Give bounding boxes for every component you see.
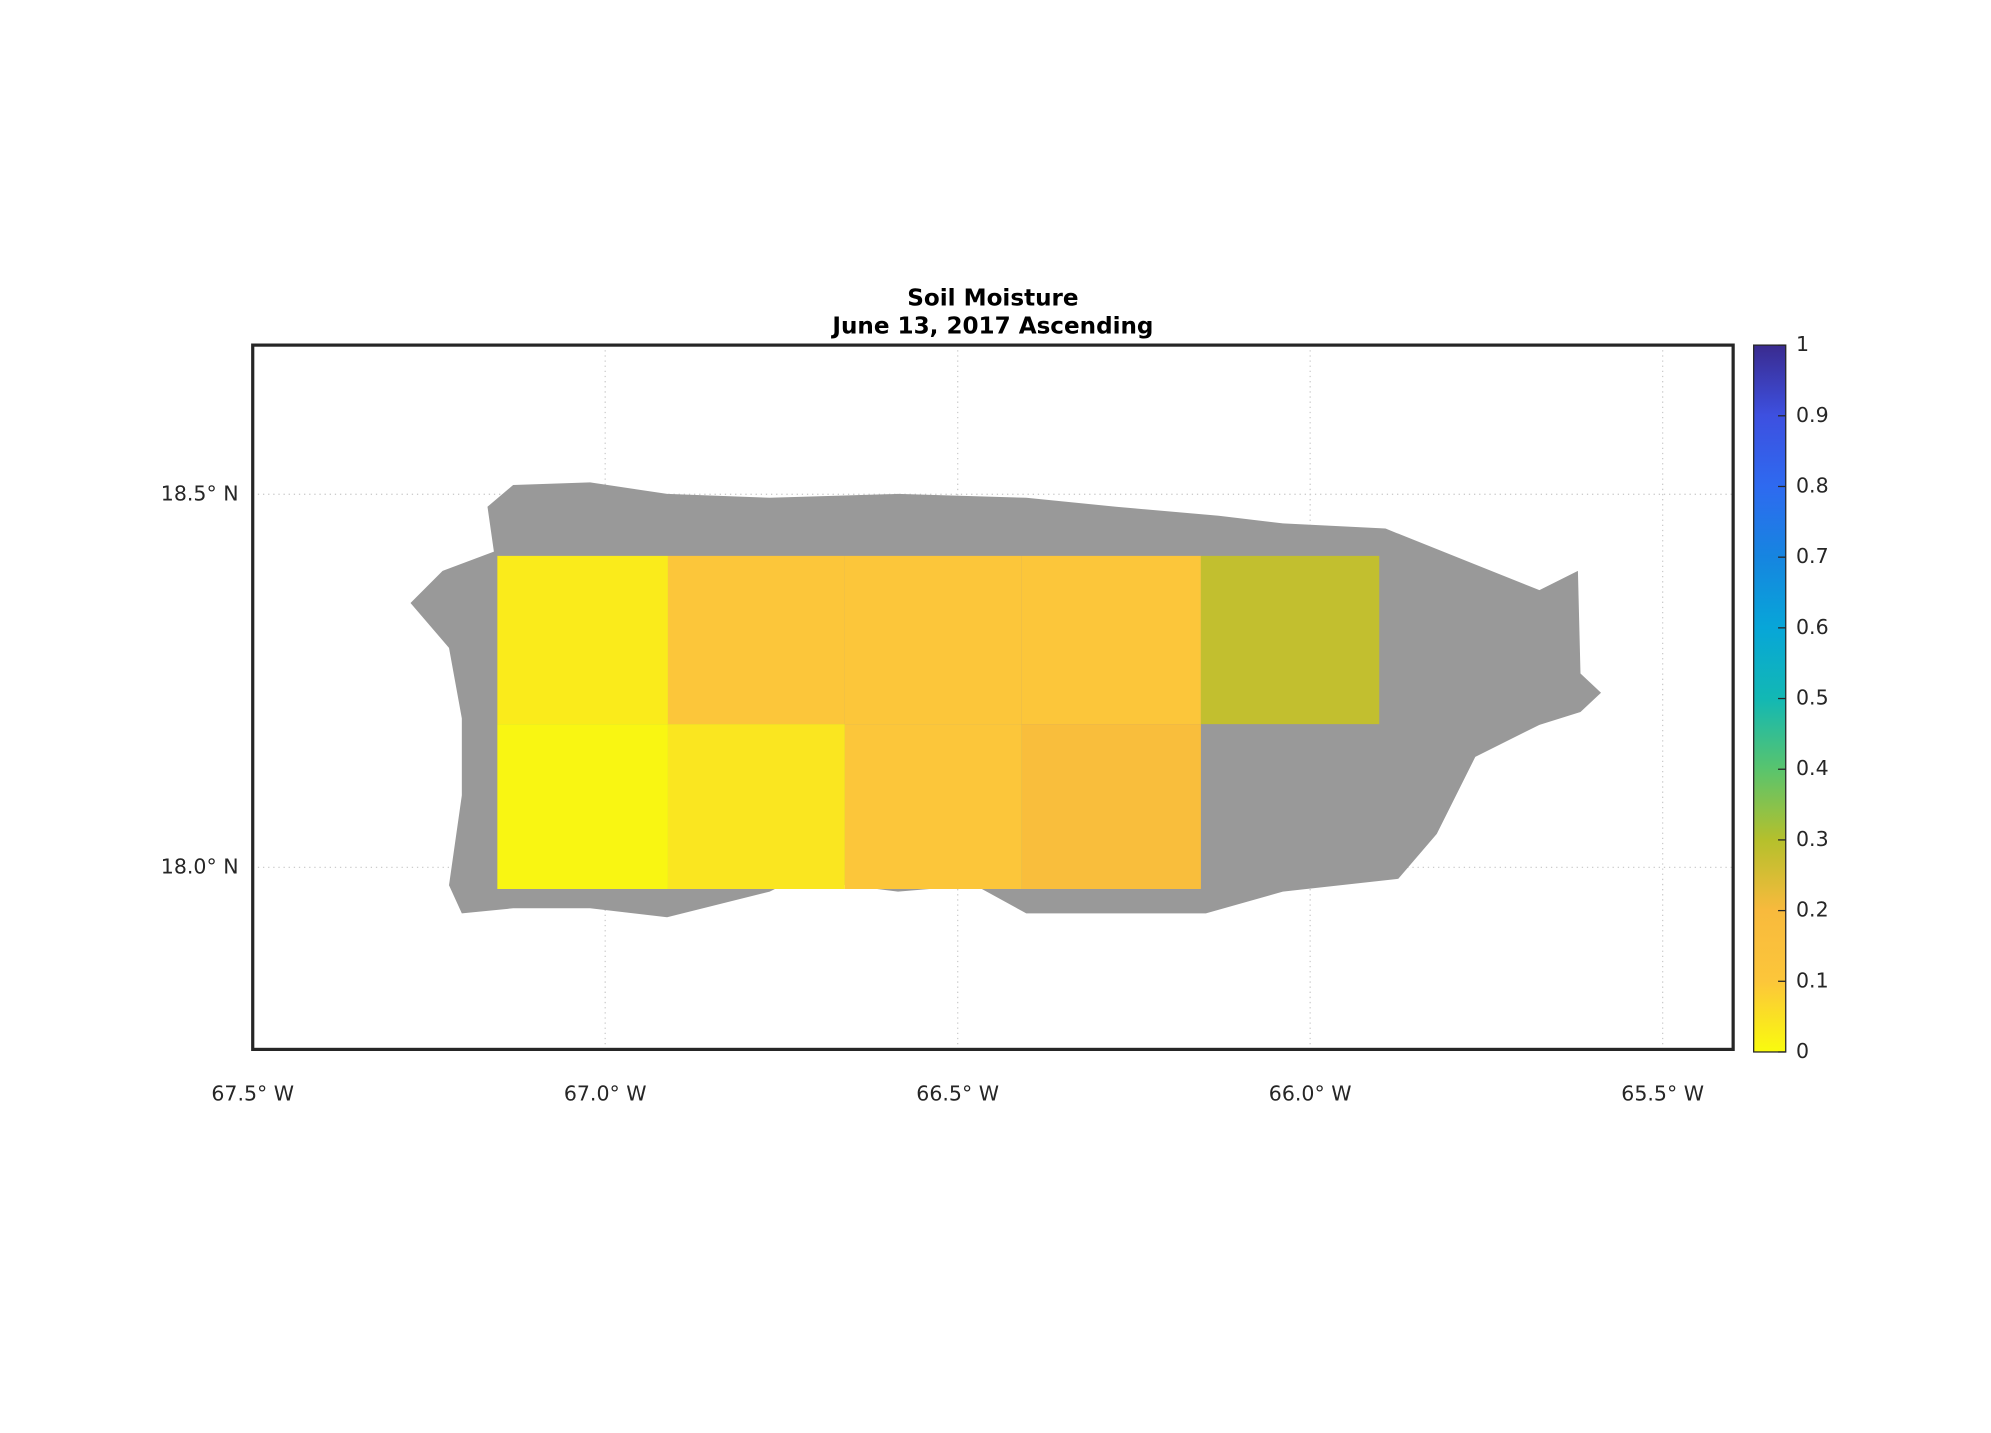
- chart-title: Soil Moisture: [907, 285, 1078, 311]
- colorbar-tick-label: 0.7: [1796, 544, 1829, 568]
- colorbar-tick-label: 0.2: [1796, 898, 1829, 922]
- colorbar-tick-label: 1: [1796, 332, 1809, 356]
- x-tick-label: 65.5° W: [1621, 1081, 1704, 1105]
- grid-cell: [667, 555, 845, 725]
- x-tick-label: 66.5° W: [916, 1081, 999, 1105]
- x-tick-label: 66.0° W: [1269, 1081, 1352, 1105]
- grid-cell: [497, 555, 668, 725]
- colorbar-tick-label: 0.6: [1796, 615, 1829, 639]
- chart-subtitle: June 13, 2017 Ascending: [830, 314, 1153, 340]
- grid-cell: [844, 555, 1022, 725]
- y-tick-label: 18.0° N: [161, 854, 239, 878]
- grid-cell: [844, 724, 1022, 889]
- grid-cell: [1200, 555, 1380, 725]
- colorbar-tick-label: 0.9: [1796, 403, 1829, 427]
- colorbar-tick-label: 0: [1796, 1039, 1809, 1063]
- colorbar-tick-label: 0.1: [1796, 968, 1829, 992]
- y-tick-label: 18.5° N: [161, 481, 239, 505]
- grid-cell: [1021, 555, 1201, 725]
- x-tick-label: 67.5° W: [211, 1081, 294, 1105]
- grid-cell: [1021, 724, 1201, 889]
- grid-cell: [667, 724, 845, 889]
- plot-frame: [251, 343, 1735, 1052]
- colorbar-tick-label: 0.4: [1796, 756, 1829, 780]
- x-tick-label: 67.0° W: [564, 1081, 647, 1105]
- grid-cell: [497, 724, 668, 889]
- colorbar-tick-label: 0.8: [1796, 473, 1829, 497]
- colorbar-tick-label: 0.3: [1796, 827, 1829, 851]
- colorbar-tick-label: 0.5: [1796, 686, 1829, 710]
